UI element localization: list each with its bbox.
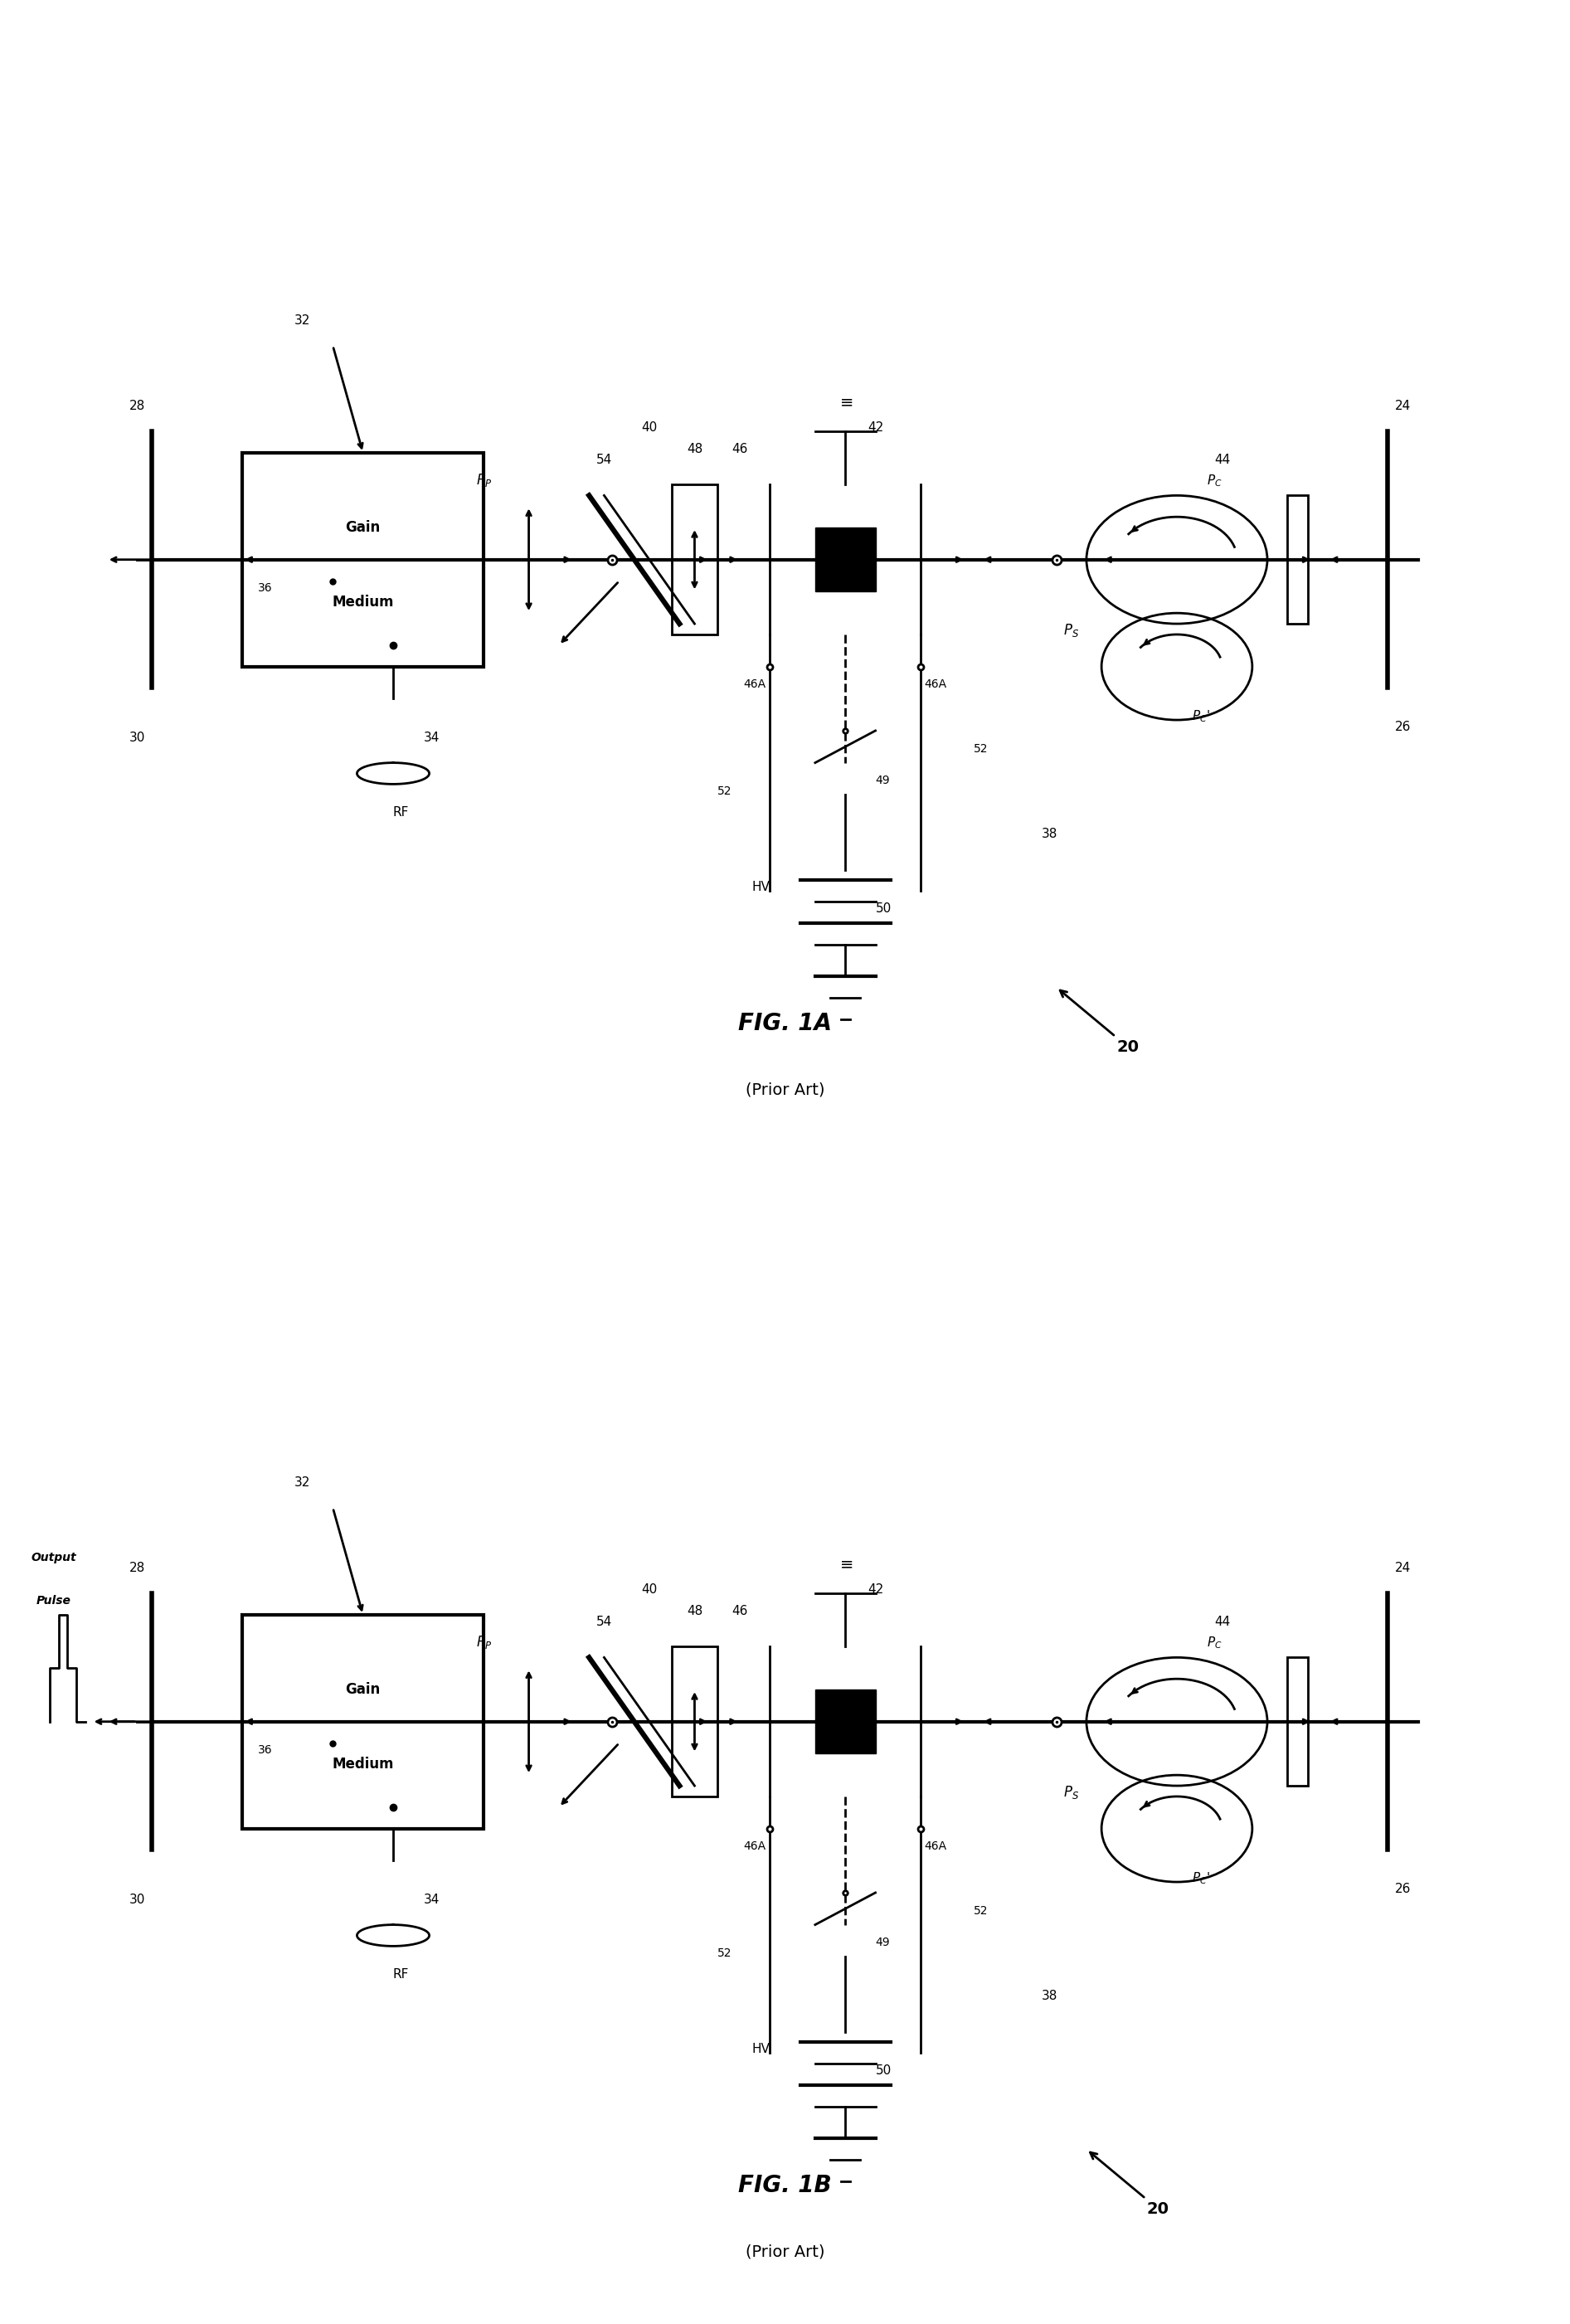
Text: Gain: Gain bbox=[345, 1683, 380, 1697]
Bar bbox=[1287, 495, 1308, 623]
Text: 36: 36 bbox=[257, 1745, 272, 1757]
Text: 34: 34 bbox=[424, 732, 440, 744]
Text: 36: 36 bbox=[257, 583, 272, 595]
Text: HV: HV bbox=[752, 881, 769, 892]
Text: $P_S$: $P_S$ bbox=[1063, 1785, 1079, 1801]
Text: 50: 50 bbox=[876, 2064, 892, 2078]
Text: 30: 30 bbox=[129, 1894, 144, 1906]
Bar bbox=[1287, 1657, 1308, 1785]
Text: Medium: Medium bbox=[333, 595, 394, 609]
Text: 48: 48 bbox=[686, 444, 702, 456]
Text: (Prior Art): (Prior Art) bbox=[746, 2243, 824, 2259]
Text: 52: 52 bbox=[717, 786, 732, 797]
Text: 52: 52 bbox=[973, 1906, 988, 1917]
Text: Gain: Gain bbox=[345, 521, 380, 535]
Bar bbox=[672, 486, 717, 634]
Text: 26: 26 bbox=[1394, 720, 1411, 732]
Text: 49: 49 bbox=[876, 774, 890, 786]
Text: 44: 44 bbox=[1214, 1615, 1229, 1627]
Text: 20: 20 bbox=[1090, 2152, 1170, 2217]
Text: HV: HV bbox=[752, 2043, 769, 2054]
Text: 48: 48 bbox=[686, 1606, 702, 1618]
Text: 54: 54 bbox=[597, 1615, 612, 1627]
Text: 46A: 46A bbox=[925, 679, 947, 690]
Text: 46: 46 bbox=[732, 1606, 747, 1618]
Text: $P_C$': $P_C$' bbox=[1192, 709, 1210, 723]
Text: 52: 52 bbox=[973, 744, 988, 755]
Text: 40: 40 bbox=[642, 421, 658, 435]
Text: 52: 52 bbox=[717, 1948, 732, 1959]
Text: $P_P$: $P_P$ bbox=[476, 1634, 491, 1650]
Text: 30: 30 bbox=[129, 732, 144, 744]
Text: 24: 24 bbox=[1396, 400, 1411, 411]
Text: 44: 44 bbox=[1214, 453, 1229, 465]
Text: 40: 40 bbox=[642, 1583, 658, 1597]
Text: Medium: Medium bbox=[333, 1757, 394, 1771]
Text: 49: 49 bbox=[876, 1936, 890, 1948]
Text: 50: 50 bbox=[876, 902, 892, 916]
Text: $\equiv$: $\equiv$ bbox=[837, 395, 854, 409]
Bar bbox=[242, 453, 484, 667]
Text: 38: 38 bbox=[1041, 827, 1057, 839]
Text: Pulse: Pulse bbox=[36, 1594, 71, 1606]
Text: 34: 34 bbox=[424, 1894, 440, 1906]
Text: FIG. 1A: FIG. 1A bbox=[738, 1011, 832, 1034]
Text: RF: RF bbox=[392, 1968, 408, 1980]
Bar bbox=[242, 1615, 484, 1829]
Text: $P_S$: $P_S$ bbox=[1063, 623, 1079, 639]
Text: 46A: 46A bbox=[925, 1841, 947, 1852]
Text: 28: 28 bbox=[129, 400, 144, 411]
Text: 24: 24 bbox=[1396, 1562, 1411, 1573]
Text: 38: 38 bbox=[1041, 1989, 1057, 2001]
Text: 54: 54 bbox=[597, 453, 612, 465]
Text: 46A: 46A bbox=[744, 679, 766, 690]
Text: 32: 32 bbox=[295, 1476, 311, 1490]
Bar bbox=[815, 528, 876, 593]
Text: $P_C$': $P_C$' bbox=[1192, 1871, 1210, 1885]
Text: (Prior Art): (Prior Art) bbox=[746, 1081, 824, 1097]
Bar bbox=[672, 1648, 717, 1796]
Text: RF: RF bbox=[392, 806, 408, 818]
Text: $\equiv$: $\equiv$ bbox=[837, 1557, 854, 1571]
Text: 42: 42 bbox=[868, 421, 884, 435]
Text: 28: 28 bbox=[129, 1562, 144, 1573]
Text: 46A: 46A bbox=[744, 1841, 766, 1852]
Text: FIG. 1B: FIG. 1B bbox=[738, 2173, 832, 2196]
Text: Output: Output bbox=[31, 1552, 77, 1564]
Text: 42: 42 bbox=[868, 1583, 884, 1597]
Text: 26: 26 bbox=[1394, 1882, 1411, 1894]
Text: $P_P$: $P_P$ bbox=[476, 472, 491, 488]
Text: 20: 20 bbox=[1060, 990, 1138, 1055]
Bar bbox=[815, 1690, 876, 1755]
Text: $P_C$: $P_C$ bbox=[1207, 1636, 1223, 1650]
Text: $P_C$: $P_C$ bbox=[1207, 474, 1223, 488]
Text: 32: 32 bbox=[295, 314, 311, 328]
Text: 46: 46 bbox=[732, 444, 747, 456]
